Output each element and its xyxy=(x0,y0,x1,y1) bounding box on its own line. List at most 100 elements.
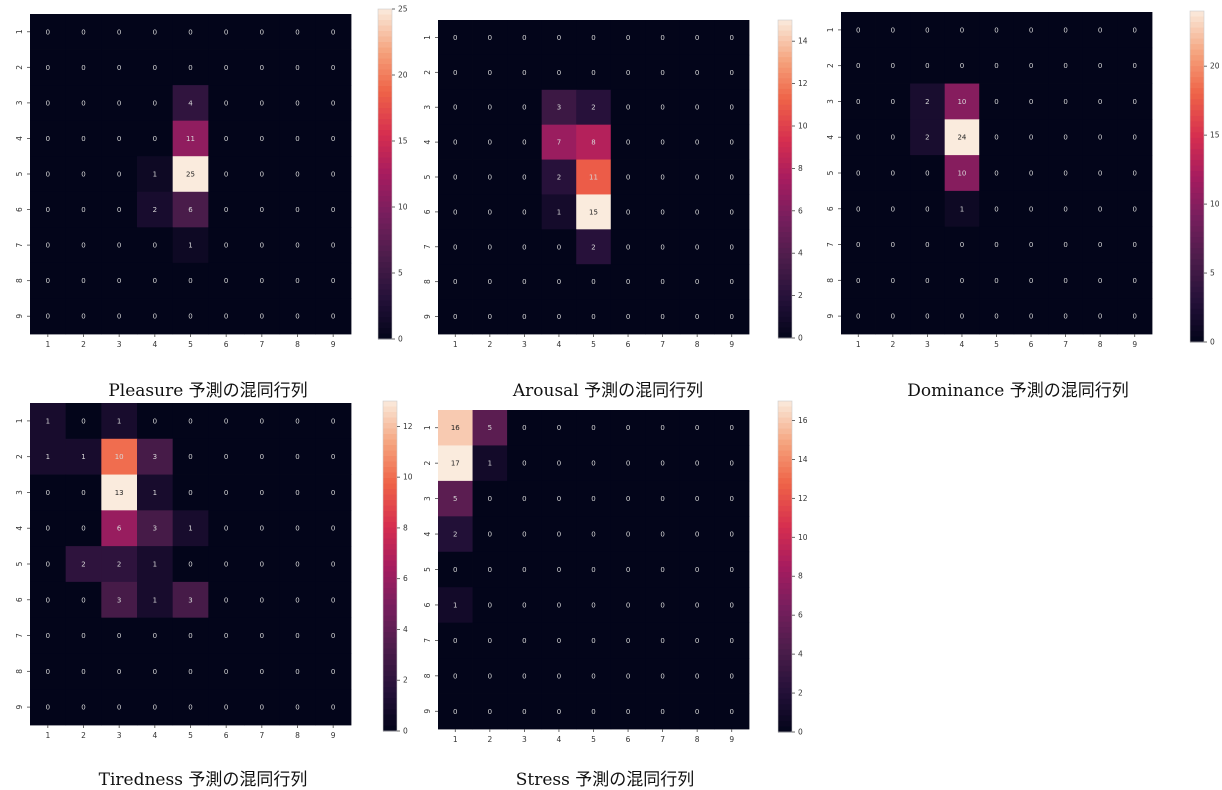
heatmap-cell xyxy=(541,516,577,553)
cell-value-label: 0 xyxy=(591,495,595,503)
heatmap-cell xyxy=(279,438,316,475)
y-tick-label: 8 xyxy=(15,278,24,283)
cell-value-label: 2 xyxy=(117,561,121,569)
cell-value-label: 0 xyxy=(729,531,733,539)
colorbar-segment xyxy=(778,226,792,233)
y-tick-label: 4 xyxy=(826,135,835,140)
cell-value-label: 0 xyxy=(891,313,895,321)
cell-value-label: 0 xyxy=(331,704,335,712)
colorbar-segment xyxy=(378,278,392,285)
colorbar-segment xyxy=(383,566,397,572)
cell-value-label: 0 xyxy=(224,242,228,250)
cell-value-label: 0 xyxy=(224,525,228,533)
cell-value-label: 0 xyxy=(522,243,526,251)
cell-value-label: 0 xyxy=(891,134,895,142)
heatmap-cell xyxy=(610,264,646,300)
y-tick-label: 1 xyxy=(423,425,432,430)
heatmap-cell xyxy=(315,403,352,440)
heatmap-cell xyxy=(101,438,138,475)
colorbar-segment xyxy=(1190,270,1204,277)
heatmap-cell xyxy=(315,156,352,193)
cell-value-label: 0 xyxy=(331,561,335,569)
heatmap-cell xyxy=(679,264,715,300)
heatmap-cell xyxy=(645,89,681,126)
cell-value-label: 0 xyxy=(695,174,699,182)
heatmap-cell xyxy=(279,85,316,122)
colorbar-segment xyxy=(383,522,397,528)
colorbar-tick-label: 8 xyxy=(798,572,803,581)
colorbar-segment xyxy=(383,720,397,726)
cell-value-label: 0 xyxy=(1098,205,1102,213)
colorbar-tick-label: 0 xyxy=(798,728,803,737)
heatmap-cell xyxy=(507,54,543,91)
colorbar-segment xyxy=(778,300,792,307)
colorbar-segment xyxy=(378,218,392,224)
colorbar-segment xyxy=(383,483,397,490)
colorbar-segment xyxy=(778,99,792,106)
heatmap-cell xyxy=(208,689,245,726)
cell-value-label: 0 xyxy=(994,205,998,213)
cell-value-label: 0 xyxy=(224,561,228,569)
cell-value-label: 0 xyxy=(188,561,192,569)
cell-value-label: 0 xyxy=(453,104,457,112)
cell-value-label: 0 xyxy=(488,313,492,321)
heatmap-cell xyxy=(875,155,911,192)
x-tick-label: 3 xyxy=(925,340,930,349)
cell-value-label: 0 xyxy=(260,277,264,285)
heatmap-cell xyxy=(30,156,67,193)
x-tick-label: 1 xyxy=(856,340,861,349)
colorbar-segment xyxy=(1190,281,1204,288)
heatmap-cell xyxy=(679,410,715,446)
colorbar-segment xyxy=(1190,314,1204,321)
colorbar-segment xyxy=(383,417,397,424)
heatmap-cell xyxy=(65,653,102,690)
colorbar-segment xyxy=(1190,38,1204,45)
cell-value-label: 0 xyxy=(81,596,85,604)
cell-value-label: 0 xyxy=(295,28,299,36)
x-tick-label: 9 xyxy=(331,340,336,349)
colorbar-segment xyxy=(383,467,397,473)
colorbar-segment xyxy=(1190,308,1204,315)
heatmap-cell xyxy=(438,89,473,126)
heatmap-cell xyxy=(244,581,281,619)
cell-value-label: 0 xyxy=(260,206,264,214)
y-tick-label: 2 xyxy=(423,70,432,75)
heatmap-cell xyxy=(1082,83,1118,120)
cell-value-label: 0 xyxy=(522,174,526,182)
heatmap-cell xyxy=(1082,226,1118,263)
heatmap-cell xyxy=(645,480,681,517)
heatmap-cell xyxy=(1048,226,1084,263)
cell-value-label: 0 xyxy=(224,596,228,604)
colorbar-segment xyxy=(1190,22,1204,29)
y-tick-label: 7 xyxy=(423,244,432,249)
cell-value-label: 0 xyxy=(117,242,121,250)
y-tick-label: 7 xyxy=(15,633,24,638)
cell-value-label: 0 xyxy=(695,637,699,645)
colorbar-segment xyxy=(378,119,392,125)
cell-value-label: 2 xyxy=(153,206,157,214)
colorbar-segment xyxy=(378,300,392,307)
heatmap-cell xyxy=(279,617,316,654)
colorbar-segment xyxy=(383,703,397,710)
colorbar-segment xyxy=(378,212,392,219)
cell-value-label: 0 xyxy=(891,205,895,213)
cell-value-label: 0 xyxy=(729,174,733,182)
cell-value-label: 0 xyxy=(331,28,335,36)
heatmap-cell xyxy=(101,191,138,228)
heatmap-cell xyxy=(645,693,681,730)
heatmap-cell xyxy=(30,474,67,511)
colorbar-segment xyxy=(1190,259,1204,266)
heatmap-cell xyxy=(65,546,102,583)
heatmap-cell xyxy=(507,622,543,659)
cell-value-label: 0 xyxy=(453,139,457,147)
heatmap-cell xyxy=(315,510,352,547)
cell-value-label: 0 xyxy=(729,424,733,432)
cell-value-label: 0 xyxy=(856,62,860,70)
y-tick-label: 5 xyxy=(826,170,835,175)
colorbar-segment xyxy=(378,97,392,103)
cell-value-label: 0 xyxy=(331,242,335,250)
cell-value-label: 0 xyxy=(295,596,299,604)
heatmap-cell xyxy=(645,622,681,659)
cell-value-label: 0 xyxy=(1098,241,1102,249)
heatmap-cell xyxy=(472,445,508,482)
